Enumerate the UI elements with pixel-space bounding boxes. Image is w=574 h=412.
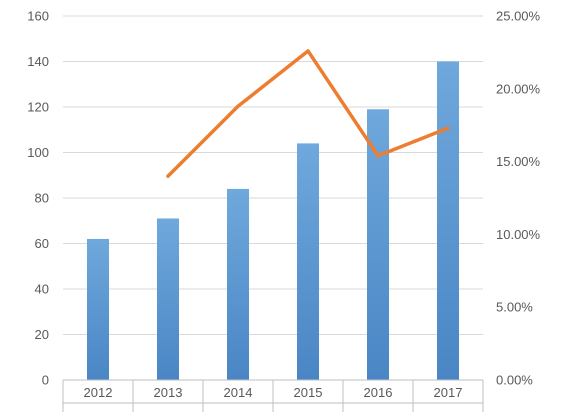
y-right-tick-label: 10.00%: [496, 227, 541, 242]
y-right-tick-label: 20.00%: [496, 81, 541, 96]
y-left-tick-label: 160: [27, 9, 49, 24]
bar: [87, 238, 109, 380]
x-tick-label: 2014: [224, 385, 253, 400]
y-left-tick-label: 60: [35, 236, 49, 251]
gridlines: [63, 15, 483, 335]
y-right-tick-label: 15.00%: [496, 154, 541, 169]
x-tick-label: 2016: [364, 385, 393, 400]
y-left-tick-label: 140: [27, 54, 49, 69]
bar-series: [87, 61, 459, 381]
bar: [367, 109, 389, 381]
axes: [62, 379, 484, 412]
bar: [157, 218, 179, 380]
y-left-tick-label: 80: [35, 191, 49, 206]
line-point: [236, 104, 240, 108]
x-tick-label: 2012: [84, 385, 113, 400]
y-right-tick-label: 25.00%: [496, 9, 541, 24]
x-tick-label: 2015: [294, 385, 323, 400]
y-right-tick-label: 5.00%: [496, 300, 533, 315]
y-left-tick-label: 120: [27, 100, 49, 115]
line-point: [446, 126, 450, 130]
bar: [297, 143, 319, 380]
line-point: [306, 49, 310, 53]
bar: [437, 61, 459, 380]
y-left-tick-label: 20: [35, 327, 49, 342]
line-point: [166, 174, 170, 178]
y-left-tick-label: 40: [35, 282, 49, 297]
bar: [227, 188, 249, 380]
y-left-tick-label: 0: [42, 373, 49, 388]
x-tick-label: 2013: [154, 385, 183, 400]
tick-labels: 0 20 40 60 80 100 120 140 160 0.00% 5.00% 10.00% 15.…: [27, 9, 540, 401]
line-point: [376, 154, 380, 158]
y-left-tick-label: 100: [27, 145, 49, 160]
line-series: [166, 49, 450, 178]
x-tick-label: 2017: [434, 385, 463, 400]
y-right-tick-label: 0.00%: [496, 373, 533, 388]
